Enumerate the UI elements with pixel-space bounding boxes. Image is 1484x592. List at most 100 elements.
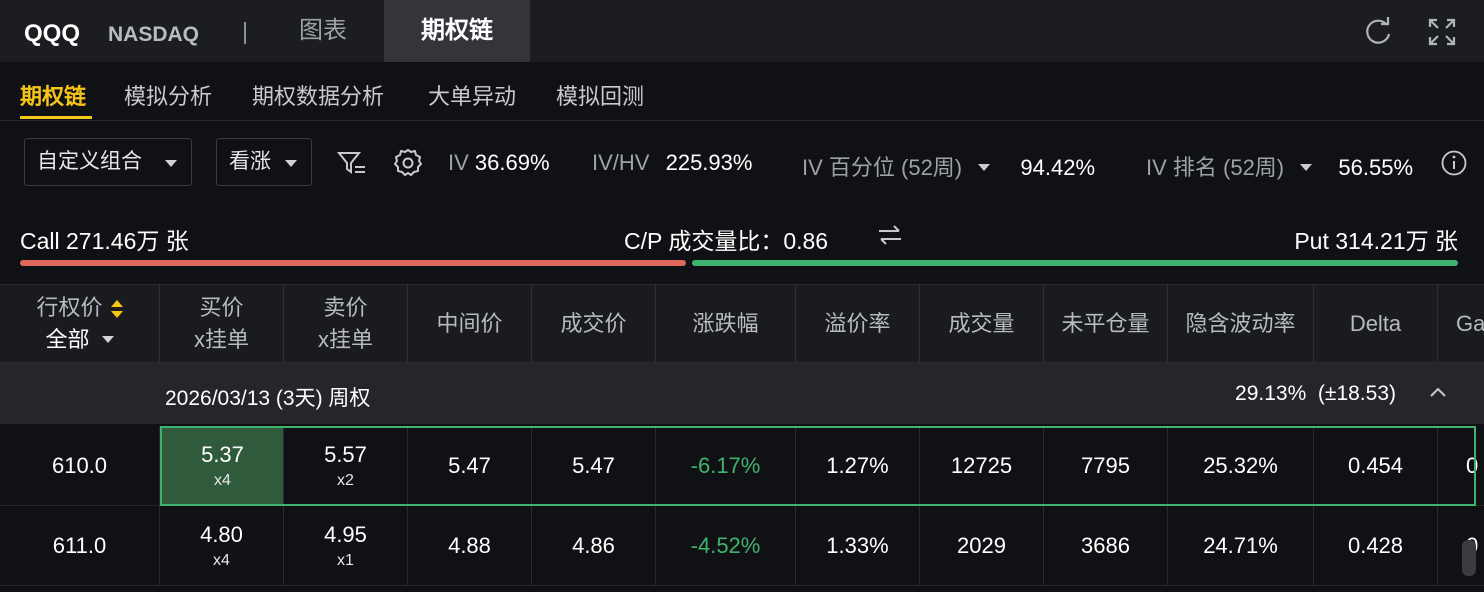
- divider: [0, 120, 1484, 121]
- strike-cell: 611.0: [0, 506, 160, 586]
- subtab-option-data-analysis[interactable]: 期权数据分析: [252, 84, 385, 109]
- bid-header-line1: 买价: [199, 295, 244, 320]
- chevron-down-icon: [978, 164, 991, 172]
- swap-icon[interactable]: [876, 222, 904, 248]
- iv-label: IV: [448, 150, 469, 175]
- iv-rank-label: IV 排名 (52周): [1146, 155, 1285, 180]
- mid-cell: 5.47: [408, 426, 532, 506]
- header-divider: [244, 22, 246, 44]
- ask-header-line1: 卖价: [323, 295, 368, 320]
- strike-filter-label: 全部: [45, 327, 90, 352]
- ask-size: x2: [337, 472, 354, 489]
- subtab-unusual-activity[interactable]: 大单异动: [428, 84, 517, 109]
- column-header-last[interactable]: 成交价: [532, 285, 656, 363]
- ask-cell[interactable]: 5.57 x2: [284, 426, 408, 506]
- column-header-volume[interactable]: 成交量: [920, 285, 1044, 363]
- iv-metric: IV 36.69%: [448, 150, 550, 176]
- subtab-simulation[interactable]: 模拟分析: [124, 84, 213, 109]
- call-volume-bar: [20, 260, 686, 266]
- iv-rank-metric[interactable]: IV 排名 (52周) 56.55%: [1146, 150, 1413, 182]
- ask-price: 4.95: [324, 522, 367, 547]
- change-cell: -4.52%: [656, 506, 796, 586]
- column-header-delta[interactable]: Delta: [1314, 285, 1438, 363]
- table-header: 行权价 全部 买价 x挂单 卖价 x挂单 中间价 成交价 涨跌幅 溢价率 成交量…: [0, 284, 1484, 363]
- strike-filter-dropdown[interactable]: 全部: [45, 324, 114, 356]
- vertical-scrollbar[interactable]: [1462, 540, 1476, 576]
- top-header: QQQ NASDAQ 图表 期权链: [0, 0, 1484, 62]
- delta-cell: 0.428: [1314, 506, 1438, 586]
- symbol-ticker[interactable]: QQQ: [24, 20, 81, 47]
- ivhv-label: IV/HV: [592, 150, 650, 175]
- column-header-mid[interactable]: 中间价: [408, 285, 532, 363]
- column-header-strike[interactable]: 行权价 全部: [0, 285, 160, 363]
- column-header-gamma[interactable]: Ga: [1456, 311, 1484, 336]
- expiry-iv: 29.13% (±18.53): [1235, 382, 1396, 406]
- volume-cell: 12725: [920, 426, 1044, 506]
- sub-navigation: 期权链 模拟分析 期权数据分析 大单异动 模拟回测: [0, 62, 1484, 120]
- tab-option-chain[interactable]: 期权链: [384, 0, 530, 62]
- put-volume-bar: [692, 260, 1458, 266]
- mid-cell: 4.88: [408, 506, 532, 586]
- chevron-down-icon: [285, 160, 297, 167]
- gamma-cell: 0: [1466, 453, 1479, 478]
- ask-size: x1: [337, 552, 354, 569]
- tab-chart[interactable]: 图表: [299, 17, 347, 44]
- strike-cell: 610.0: [0, 426, 160, 506]
- premium-cell: 1.27%: [796, 426, 920, 506]
- bid-cell[interactable]: 4.80 x4: [160, 506, 284, 586]
- expand-icon[interactable]: [1426, 16, 1458, 48]
- iv-value: 36.69%: [474, 150, 550, 175]
- expiry-expected-move: (±18.53): [1317, 382, 1396, 405]
- open-interest-cell: 3686: [1044, 506, 1168, 586]
- gear-icon[interactable]: [392, 147, 424, 179]
- cp-volume-ratio: C/P 成交量比：0.86: [624, 228, 829, 254]
- expiry-label: 2026/03/13 (3天) 周权: [165, 387, 371, 410]
- last-cell: 5.47: [532, 426, 656, 506]
- sort-icon[interactable]: [110, 299, 123, 319]
- iv-percentile-label: IV 百分位 (52周): [802, 155, 963, 180]
- info-icon[interactable]: [1440, 149, 1468, 177]
- strike-header-label: 行权价: [36, 295, 103, 320]
- refresh-icon[interactable]: [1362, 16, 1394, 48]
- expiry-group-row[interactable]: 2026/03/13 (3天) 周权 29.13% (±18.53): [0, 362, 1484, 424]
- gamma-cell: 0: [1438, 506, 1484, 586]
- iv-cell: 25.32%: [1168, 426, 1314, 506]
- chevron-down-icon: [1300, 164, 1313, 172]
- active-tab-underline: [20, 116, 92, 119]
- table-row[interactable]: 611.0 4.80 x4 4.95 x1 4.88 4.86 -4.52% 1…: [0, 506, 1484, 586]
- ask-price: 5.57: [324, 442, 367, 467]
- column-header-change[interactable]: 涨跌幅: [656, 285, 796, 363]
- call-volume: Call 271.46万 张: [20, 228, 189, 254]
- chevron-up-icon[interactable]: [1428, 385, 1448, 399]
- direction-dropdown[interactable]: 看涨: [216, 138, 312, 186]
- chevron-down-icon: [101, 336, 114, 344]
- table-row[interactable]: 610.0 5.37 x4 5.57 x2 5.47 5.47 -6.17% 1…: [0, 426, 1484, 506]
- iv-percentile-value: 94.42%: [1020, 155, 1096, 180]
- filter-icon[interactable]: [336, 147, 368, 179]
- bid-price: 4.80: [200, 522, 243, 547]
- chevron-down-icon: [165, 160, 177, 167]
- bid-header-line2: x挂单: [193, 327, 249, 352]
- open-interest-cell: 7795: [1044, 426, 1168, 506]
- iv-cell: 24.71%: [1168, 506, 1314, 586]
- bid-price: 5.37: [201, 442, 244, 467]
- iv-percentile-metric[interactable]: IV 百分位 (52周) 94.42%: [802, 150, 1095, 182]
- column-header-bid[interactable]: 买价 x挂单: [160, 285, 284, 363]
- bid-size: x4: [214, 472, 231, 489]
- column-header-premium[interactable]: 溢价率: [796, 285, 920, 363]
- column-header-open-interest[interactable]: 未平仓量: [1044, 285, 1168, 363]
- bid-size: x4: [213, 552, 230, 569]
- bid-cell[interactable]: 5.37 x4: [162, 426, 284, 506]
- strategy-dropdown[interactable]: 自定义组合: [24, 138, 192, 186]
- ivhv-value: 225.93%: [665, 150, 753, 175]
- subtab-option-chain[interactable]: 期权链: [20, 84, 87, 109]
- delta-cell: 0.454: [1314, 426, 1438, 506]
- ask-cell[interactable]: 4.95 x1: [284, 506, 408, 586]
- expiry-iv-value: 29.13%: [1235, 382, 1307, 405]
- column-header-ask[interactable]: 卖价 x挂单: [284, 285, 408, 363]
- subtab-backtest[interactable]: 模拟回测: [556, 84, 645, 109]
- column-header-iv[interactable]: 隐含波动率: [1168, 285, 1314, 363]
- put-volume: Put 314.21万 张: [1294, 228, 1458, 254]
- ivhv-metric: IV/HV 225.93%: [592, 150, 752, 176]
- volume-cell: 2029: [920, 506, 1044, 586]
